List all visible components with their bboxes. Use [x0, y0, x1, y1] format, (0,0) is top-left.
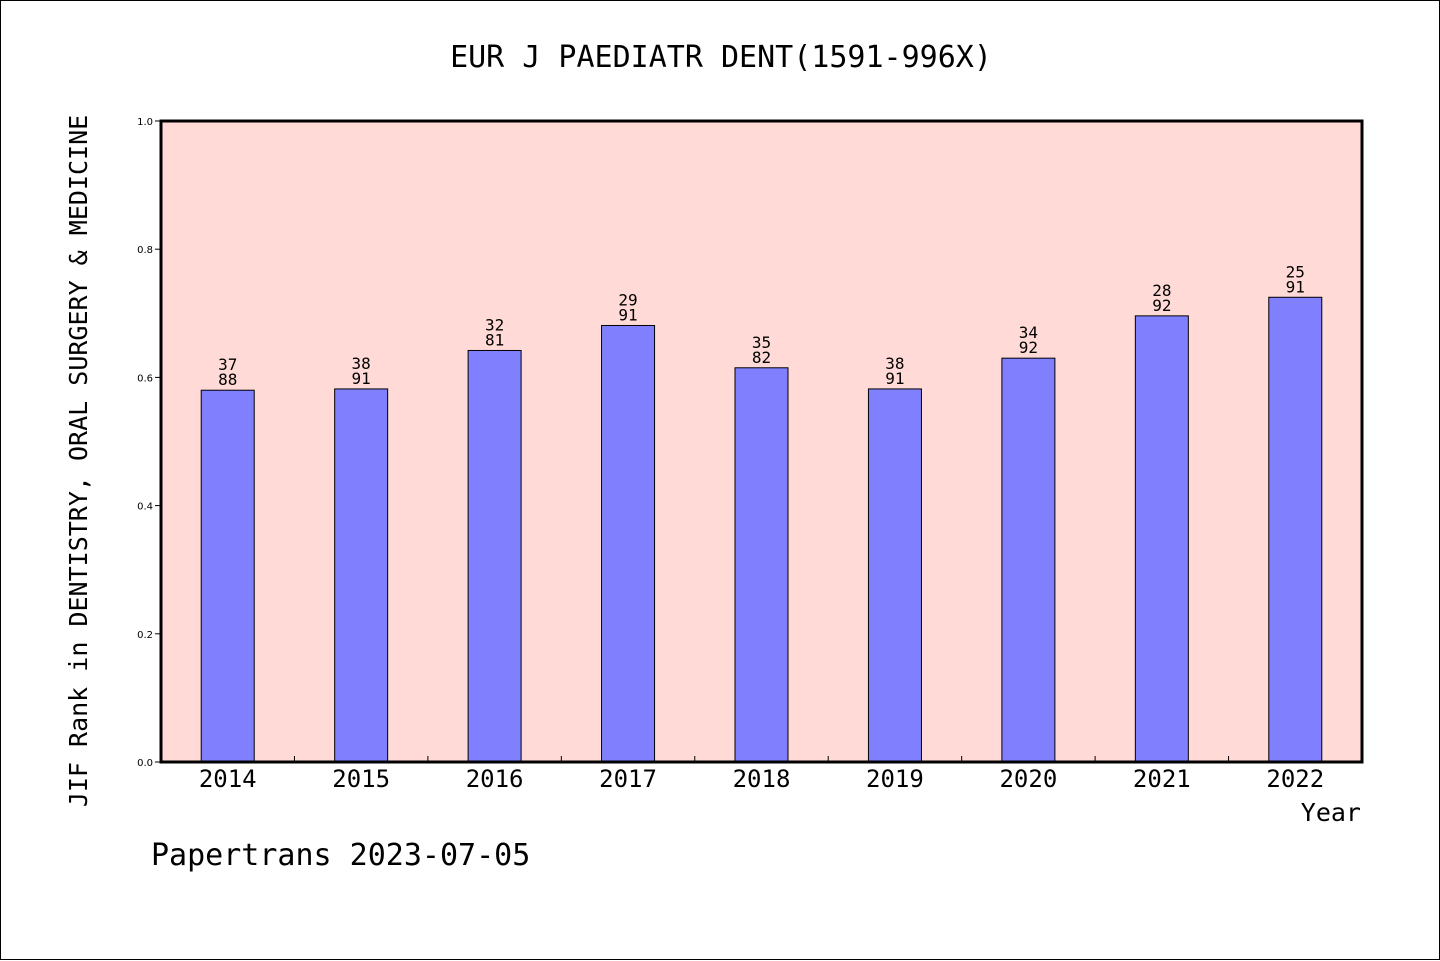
data-label-rank: 38	[352, 354, 371, 373]
data-label-rank: 34	[1019, 323, 1038, 342]
bar-2017	[601, 324, 656, 763]
chart-title: EUR J PAEDIATR DENT(1591-996X)	[450, 40, 992, 75]
x-axis-label: Year	[1301, 798, 1361, 827]
bar-2016	[467, 349, 522, 763]
y-tick-label: 0.2	[137, 630, 153, 641]
bar-2014	[200, 389, 255, 763]
data-label-total: 82	[752, 348, 771, 367]
x-tick-label: 2014	[199, 765, 257, 793]
data-label-total: 91	[618, 305, 637, 324]
x-tick-label: 2021	[1133, 765, 1191, 793]
y-tick-label: 0.4	[137, 502, 153, 513]
data-label-rank: 25	[1286, 262, 1305, 281]
data-label-total: 91	[352, 369, 371, 388]
y-axis-label: JIF Rank in DENTISTRY, ORAL SURGERY & ME…	[64, 115, 93, 807]
bar-2020	[1001, 357, 1056, 763]
bar-2022	[1268, 296, 1323, 763]
data-label-rank: 29	[618, 290, 637, 309]
x-tick-label: 2022	[1266, 765, 1324, 793]
data-label-rank: 32	[485, 315, 504, 334]
data-label-total: 92	[1152, 296, 1171, 315]
x-tick-label: 2016	[466, 765, 524, 793]
data-label-total: 88	[218, 370, 237, 389]
x-tick-label: 2017	[599, 765, 657, 793]
y-tick-label: 1.0	[137, 117, 153, 128]
data-label-total: 91	[1286, 277, 1305, 296]
footer-watermark: Papertrans 2023-07-05	[151, 838, 530, 873]
data-label-rank: 37	[218, 355, 237, 374]
data-label-rank: 28	[1152, 281, 1171, 300]
data-label-rank: 35	[752, 333, 771, 352]
plot-border	[159, 119, 1364, 764]
data-label-total: 81	[485, 330, 504, 349]
x-tick-label: 2019	[866, 765, 924, 793]
y-tick-label: 0.8	[137, 245, 153, 256]
x-tick-label: 2015	[332, 765, 390, 793]
data-label-total: 91	[885, 369, 904, 388]
bar-2018	[734, 367, 789, 763]
y-tick-label: 0.0	[137, 758, 153, 769]
x-tick-label: 2018	[733, 765, 791, 793]
data-label-rank: 38	[885, 354, 904, 373]
bar-2019	[867, 388, 922, 763]
bar-2015	[334, 388, 389, 763]
data-label-total: 92	[1019, 338, 1038, 357]
y-tick-label: 0.6	[137, 373, 153, 384]
x-tick-label: 2020	[999, 765, 1057, 793]
bar-2021	[1134, 315, 1189, 763]
